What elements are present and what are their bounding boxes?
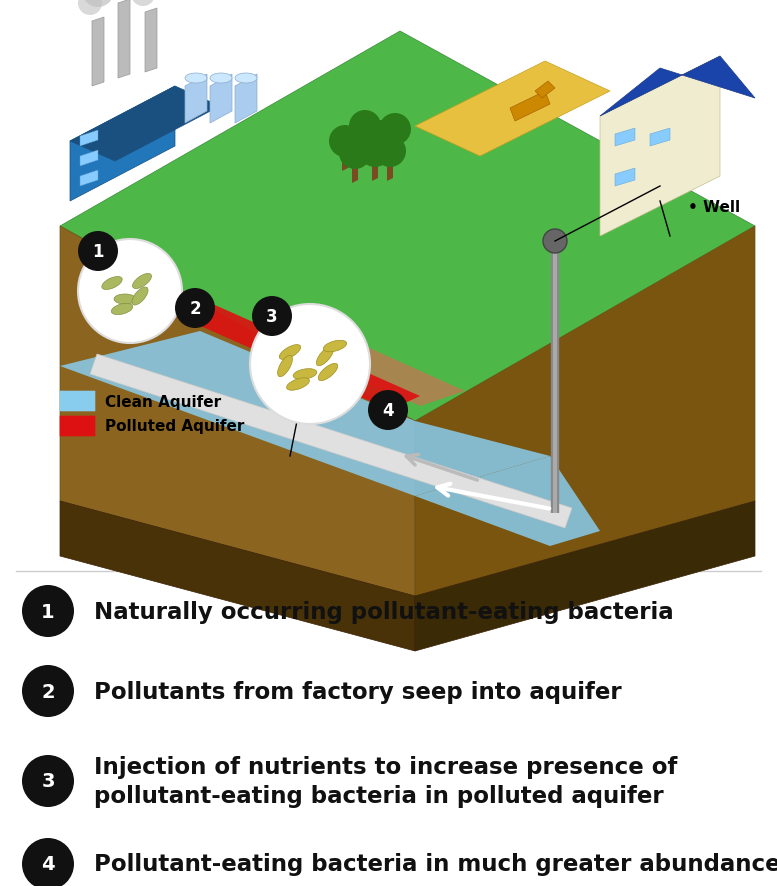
Circle shape	[131, 0, 155, 7]
Text: Pollutant-eating bacteria in much greater abundance: Pollutant-eating bacteria in much greate…	[94, 852, 777, 875]
Polygon shape	[70, 87, 220, 162]
Circle shape	[175, 289, 215, 329]
Ellipse shape	[210, 74, 232, 84]
Polygon shape	[372, 165, 378, 182]
Circle shape	[250, 305, 370, 424]
Text: 1: 1	[92, 243, 104, 260]
Polygon shape	[60, 227, 415, 596]
Ellipse shape	[114, 295, 136, 305]
Circle shape	[543, 229, 567, 253]
Polygon shape	[615, 128, 635, 147]
Polygon shape	[600, 57, 755, 117]
Circle shape	[349, 111, 381, 143]
Circle shape	[78, 240, 182, 344]
Circle shape	[22, 586, 74, 637]
Polygon shape	[80, 171, 98, 187]
Polygon shape	[362, 140, 368, 157]
Polygon shape	[60, 32, 755, 422]
Ellipse shape	[185, 74, 207, 84]
Ellipse shape	[287, 378, 309, 391]
Text: 2: 2	[189, 299, 200, 318]
Circle shape	[82, 0, 114, 8]
Ellipse shape	[235, 74, 257, 84]
Polygon shape	[392, 143, 398, 159]
Polygon shape	[535, 82, 555, 99]
Polygon shape	[235, 75, 257, 124]
Text: Pollutants from factory seep into aquifer: Pollutants from factory seep into aquife…	[94, 680, 622, 703]
Polygon shape	[80, 131, 98, 147]
Ellipse shape	[133, 274, 152, 289]
Text: Injection of nutrients to increase presence of
pollutant-eating bacteria in poll: Injection of nutrients to increase prese…	[94, 755, 678, 807]
FancyBboxPatch shape	[60, 392, 96, 412]
Circle shape	[329, 126, 361, 158]
Polygon shape	[415, 62, 610, 157]
Ellipse shape	[323, 341, 347, 353]
Polygon shape	[90, 354, 572, 528]
Circle shape	[22, 838, 74, 886]
Circle shape	[78, 0, 102, 16]
Polygon shape	[510, 92, 550, 122]
Circle shape	[368, 391, 408, 431]
Polygon shape	[210, 75, 232, 124]
Text: 3: 3	[267, 307, 278, 326]
Ellipse shape	[279, 346, 301, 360]
Polygon shape	[80, 151, 98, 167]
Text: Polluted Aquifer: Polluted Aquifer	[105, 419, 245, 434]
Polygon shape	[185, 75, 207, 124]
Polygon shape	[415, 227, 755, 596]
Text: 2: 2	[41, 681, 55, 701]
Text: • Well: • Well	[688, 199, 740, 214]
Text: 1: 1	[41, 602, 55, 621]
Polygon shape	[600, 57, 720, 237]
Polygon shape	[60, 501, 415, 651]
Ellipse shape	[319, 364, 338, 381]
Ellipse shape	[277, 356, 292, 377]
Text: 3: 3	[41, 772, 54, 790]
Text: Clean Aquifer: Clean Aquifer	[105, 394, 221, 409]
Circle shape	[78, 232, 118, 272]
Ellipse shape	[111, 304, 133, 315]
Text: 4: 4	[41, 854, 55, 874]
Polygon shape	[115, 275, 420, 410]
Polygon shape	[118, 0, 130, 79]
Ellipse shape	[102, 277, 122, 290]
Circle shape	[339, 138, 371, 170]
Polygon shape	[377, 150, 383, 167]
Polygon shape	[145, 9, 157, 73]
Polygon shape	[352, 167, 358, 183]
Circle shape	[374, 136, 406, 167]
Ellipse shape	[316, 347, 333, 366]
Circle shape	[22, 665, 74, 717]
Text: 4: 4	[382, 401, 394, 420]
Polygon shape	[342, 155, 348, 172]
Circle shape	[359, 136, 391, 167]
Ellipse shape	[132, 288, 148, 306]
Polygon shape	[650, 128, 670, 147]
Polygon shape	[60, 331, 550, 496]
Polygon shape	[387, 165, 393, 182]
FancyBboxPatch shape	[60, 416, 96, 437]
Polygon shape	[92, 18, 104, 87]
Text: Naturally occurring pollutant-eating bacteria: Naturally occurring pollutant-eating bac…	[94, 600, 674, 623]
Circle shape	[252, 297, 292, 337]
Polygon shape	[615, 169, 635, 187]
Circle shape	[22, 755, 74, 807]
Polygon shape	[415, 501, 755, 651]
Polygon shape	[70, 87, 175, 202]
Circle shape	[364, 120, 396, 152]
Polygon shape	[415, 456, 600, 547]
Polygon shape	[280, 329, 465, 407]
Circle shape	[379, 114, 411, 146]
Ellipse shape	[293, 369, 317, 380]
